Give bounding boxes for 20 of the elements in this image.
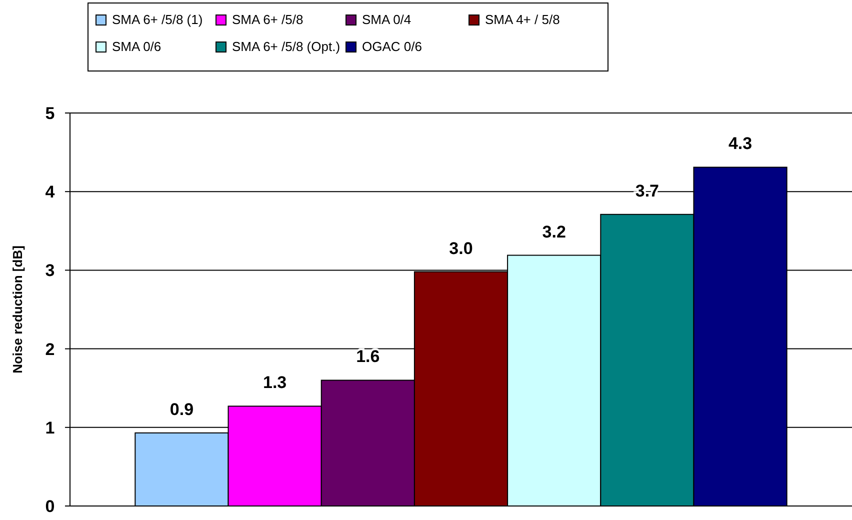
legend-label: SMA 6+ /5/8 bbox=[232, 12, 304, 27]
data-label: 0.9 bbox=[170, 400, 194, 419]
legend-label: SMA 6+ /5/8 (1) bbox=[112, 12, 203, 27]
legend-label: SMA 6+ /5/8 (Opt.) bbox=[232, 39, 340, 54]
data-label: 1.3 bbox=[262, 373, 287, 392]
legend-label: OGAC 0/6 bbox=[362, 39, 422, 54]
y-tick-label: 2 bbox=[45, 340, 55, 359]
y-tick-label: 5 bbox=[45, 104, 55, 123]
legend-label: SMA 4+ / 5/8 bbox=[485, 12, 560, 27]
legend-label: SMA 0/6 bbox=[112, 39, 162, 54]
data-label: 3.2 bbox=[542, 222, 566, 242]
y-axis-title: Noise reduction [dB] bbox=[10, 246, 25, 374]
data-label: 3.0 bbox=[449, 238, 473, 258]
legend-label: SMA 0/4 bbox=[362, 12, 412, 27]
data-label: 1.6 bbox=[356, 347, 380, 366]
y-tick-label: 4 bbox=[45, 182, 56, 202]
y-tick-label: 3 bbox=[45, 261, 55, 280]
y-tick-label: 1 bbox=[45, 418, 55, 438]
y-tick-label: 0 bbox=[45, 496, 55, 516]
data-label: 4.3 bbox=[728, 134, 752, 154]
